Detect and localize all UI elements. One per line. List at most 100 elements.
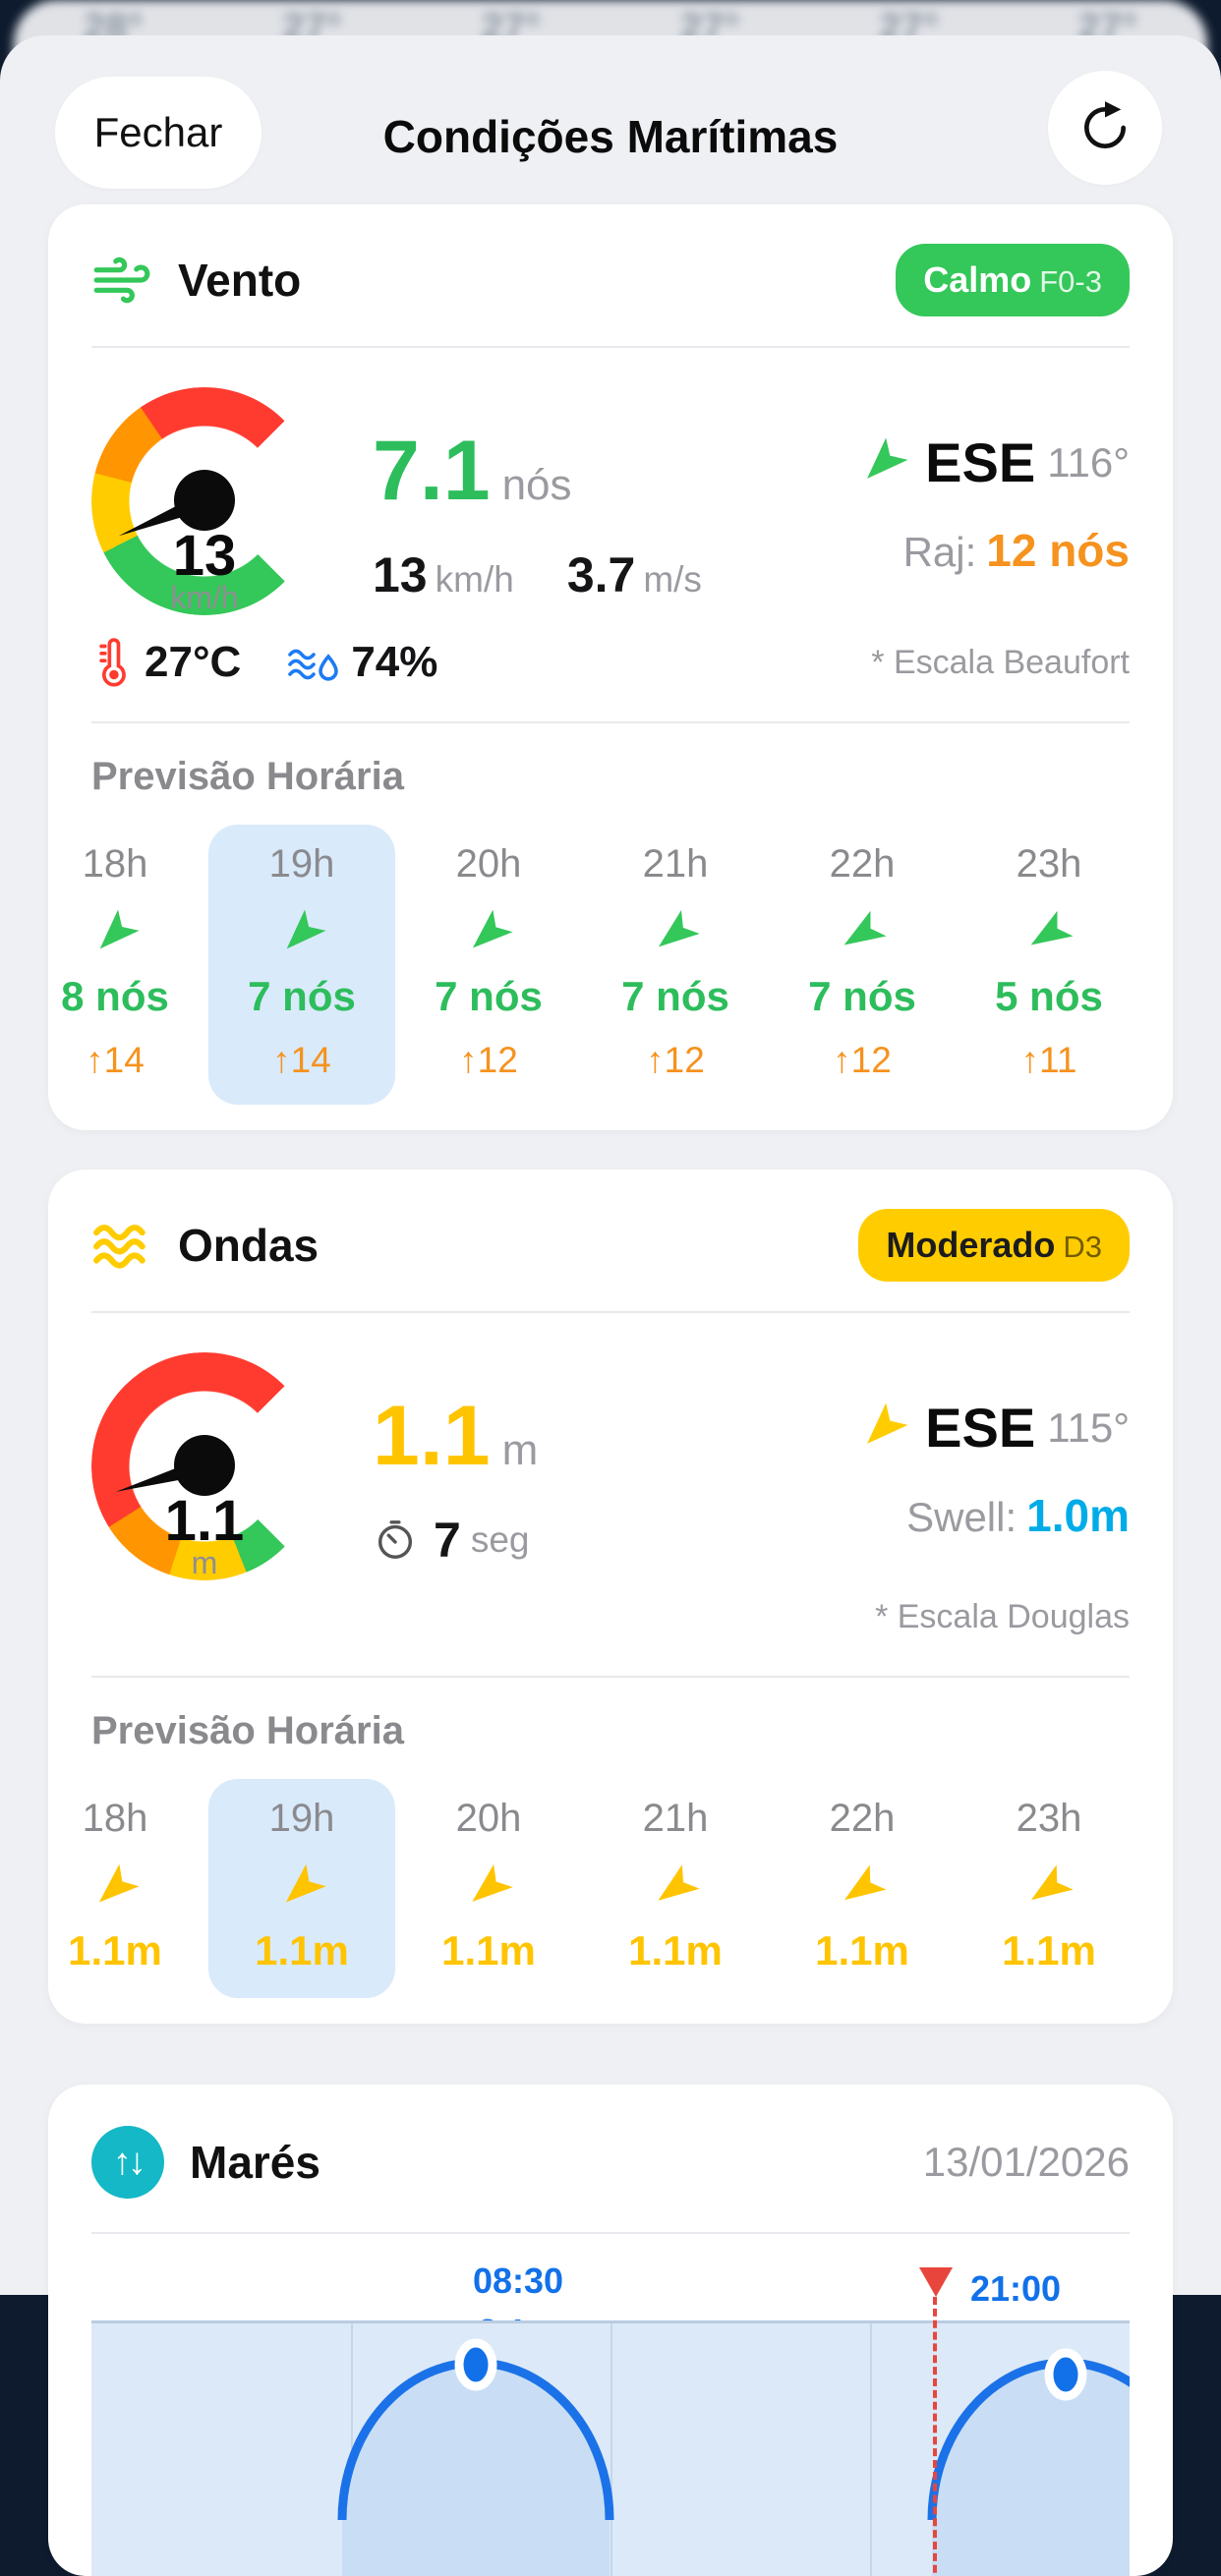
wind-gust: Raj: 12 nós [902,525,1130,576]
wave-period: 7 seg [373,1512,856,1569]
wind-hour-21h[interactable]: 21h 7 nós ↑12 [582,825,769,1105]
wave-dir-arrow-icon [463,1862,514,1914]
hour-label: 19h [268,1797,335,1840]
hour-wave-value: 1.1m [1002,1927,1096,1974]
hour-label: 20h [455,842,522,886]
humidity-icon [286,639,341,686]
douglas-scale-note: * Escala Douglas [875,1598,1130,1635]
wave-gauge-unit: m [191,1545,218,1580]
tides-card: ↑↓ Marés 13/01/2026 08:30 2.1m 21:00 2.0… [48,2085,1173,2576]
wave-direction-degrees: 115° [1047,1403,1130,1451]
hour-wave-value: 1.1m [628,1927,723,1974]
wind-hour-20h[interactable]: 20h 7 nós ↑12 [395,825,582,1105]
hour-gust-value: ↑12 [459,1040,518,1080]
divider [91,1676,1130,1678]
waves-condition-badge: Moderado D3 [858,1209,1130,1282]
wind-dir-arrow-icon [89,908,141,959]
wind-card: Vento Calmo F0-3 13 km/h 7.1 nós 13 km/h 3.… [48,204,1173,1130]
wave-gauge: 1.1 m [91,1352,318,1580]
hour-gust-value: ↑14 [272,1040,331,1080]
wave-gauge-value: 1.1 [164,1489,245,1553]
humidity: 74% [286,638,437,687]
divider [91,721,1130,723]
wave-dir-arrow-icon [1023,1862,1075,1914]
wave-dir-arrow-icon [650,1862,701,1914]
wave-hour-23h[interactable]: 23h 1.1m [956,1779,1142,1998]
wind-badge-scale: F0-3 [1039,264,1102,299]
wind-speed-main: 7.1 nós [373,424,572,518]
tide-curve-area [91,2320,1130,2576]
waves-icon [91,1215,152,1276]
beaufort-scale-note: * Escala Beaufort [871,643,1130,681]
wind-gauge-pivot [174,470,235,531]
wave-hour-19h[interactable]: 19h 1.1m [208,1779,395,1998]
wind-direction-arrow-icon [856,436,909,489]
wind-card-title: Vento [178,255,302,306]
hour-label: 23h [1016,1797,1082,1840]
hour-label: 23h [1016,842,1082,886]
hour-label: 20h [455,1797,522,1840]
hour-gust-value: ↑12 [833,1040,892,1080]
wind-hourly-strip: 18h 8 nós ↑14 19h 7 nós ↑14 20h 7 nós ↑1… [48,825,1162,1105]
air-temperature: 27°C [91,637,241,688]
wind-badge-label: Calmo [923,259,1032,300]
wind-dir-arrow-icon [837,908,888,959]
wave-hour-20h[interactable]: 20h 1.1m [395,1779,582,1998]
hour-gust-value: ↑12 [646,1040,705,1080]
wave-direction-arrow-icon [856,1402,909,1455]
wind-hourly-title: Previsão Horária [91,755,404,798]
hour-label: 22h [829,1797,896,1840]
waves-card-title: Ondas [178,1220,320,1271]
hour-wind-value: 5 nós [995,973,1103,1019]
refresh-icon [1077,100,1133,155]
wave-hour-18h[interactable]: 18h 1.1m [48,1779,208,1998]
hour-wind-value: 7 nós [621,973,729,1019]
wave-direction-name: ESE [925,1397,1036,1459]
wind-gauge-value: 13 [172,524,237,588]
hour-wind-value: 7 nós [808,973,916,1019]
tide-chart: 08:30 2.1m 21:00 2.0m [48,2240,1173,2576]
waves-hourly-title: Previsão Horária [91,1709,404,1752]
waves-badge-scale: D3 [1063,1230,1102,1264]
wave-dir-arrow-icon [276,1862,327,1914]
tides-icon: ↑↓ [91,2126,164,2199]
wind-dir-arrow-icon [1023,908,1075,959]
hour-label: 18h [82,842,148,886]
wind-icon [91,250,152,311]
wind-hour-18h[interactable]: 18h 8 nós ↑14 [48,825,208,1105]
wind-hour-22h[interactable]: 22h 7 nós ↑12 [769,825,956,1105]
waves-badge-label: Moderado [886,1225,1056,1265]
current-time-marker-icon [919,2267,953,2297]
hour-wind-value: 7 nós [435,973,543,1019]
thermometer-icon [91,637,135,688]
divider [91,1311,1130,1313]
wave-gauge-pivot [174,1435,235,1496]
hour-wave-value: 1.1m [255,1927,349,1974]
refresh-button[interactable] [1048,71,1162,185]
tides-date: 13/01/2026 [922,2139,1130,2185]
wind-dir-arrow-icon [276,908,327,959]
current-time-line [933,2297,937,2576]
wind-direction-name: ESE [925,431,1036,493]
hour-gust-value: ↑11 [1020,1040,1077,1080]
wave-dir-arrow-icon [837,1862,888,1914]
hour-wind-value: 7 nós [248,973,356,1019]
wind-hour-19h[interactable]: 19h 7 nós ↑14 [208,825,395,1105]
hour-label: 21h [642,1797,709,1840]
waves-card: Ondas Moderado D3 1.1 m 1.1 m [48,1170,1173,2024]
wind-condition-badge: Calmo F0-3 [896,244,1130,316]
wind-gauge: 13 km/h [91,387,318,615]
page-title: Condições Marítimas [382,111,839,162]
wind-hour-23h[interactable]: 23h 5 nós ↑11 [956,825,1142,1105]
wave-hour-22h[interactable]: 22h 1.1m [769,1779,956,1998]
close-button[interactable]: Fechar [55,77,262,189]
wave-hour-21h[interactable]: 21h 1.1m [582,1779,769,1998]
hour-label: 19h [268,842,335,886]
hour-wave-value: 1.1m [441,1927,536,1974]
hour-label: 21h [642,842,709,886]
divider [91,346,1130,348]
swell: Swell: 1.0m [906,1490,1130,1541]
hour-wind-value: 8 nós [61,973,169,1019]
wind-speed-conversions: 13 km/h 3.7 m/s [373,547,702,602]
wind-dir-arrow-icon [463,908,514,959]
